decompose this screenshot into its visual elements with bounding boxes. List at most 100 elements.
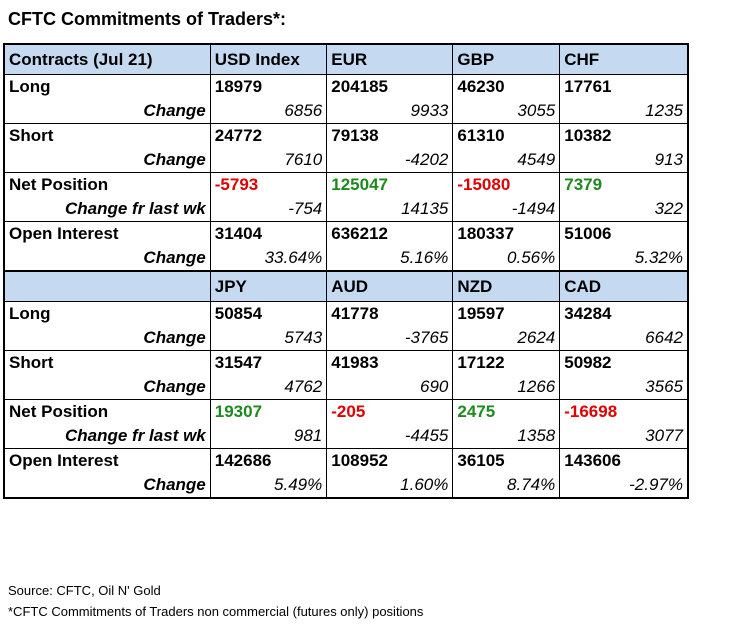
table-cell: 204185 xyxy=(326,74,454,99)
row-label: Net Position xyxy=(3,399,211,424)
cot-table: Contracts (Jul 21) USD Index EUR GBP CHF… xyxy=(3,43,689,499)
table-cell: 6856 xyxy=(209,99,328,124)
net-position-value: 7379 xyxy=(559,172,689,197)
table-cell: 108952 xyxy=(326,448,454,473)
net-position-value: 2475 xyxy=(452,399,561,424)
header-cell: CHF xyxy=(559,43,689,75)
net-position-value: -15080 xyxy=(452,172,561,197)
table-cell: 3565 xyxy=(559,375,689,400)
header-cell: AUD xyxy=(326,270,454,302)
header-cell: EUR xyxy=(326,43,454,75)
table-header-row: Contracts (Jul 21) USD Index EUR GBP CHF xyxy=(3,43,689,75)
table-cell: 1266 xyxy=(452,375,561,400)
table-cell: 8.74% xyxy=(452,473,561,498)
row-label: Change xyxy=(3,99,211,124)
table-cell: 1358 xyxy=(452,424,561,449)
table-row: Change fr last wk 981 -4455 1358 3077 xyxy=(3,424,689,449)
table-row: Long 18979 204185 46230 17761 xyxy=(3,74,689,99)
table-cell: 9933 xyxy=(326,99,454,124)
table-cell: 0.56% xyxy=(452,246,561,271)
row-label: Change xyxy=(3,326,211,351)
header-cell: GBP xyxy=(452,43,561,75)
table-row: Long 50854 41778 19597 34284 xyxy=(3,301,689,326)
net-position-value: 125047 xyxy=(326,172,454,197)
header-cell: JPY xyxy=(209,270,328,302)
table-cell: 690 xyxy=(326,375,454,400)
table-cell: 24772 xyxy=(209,123,328,148)
row-label: Open Interest xyxy=(3,448,211,473)
row-label: Change xyxy=(3,246,211,271)
net-position-value: -16698 xyxy=(559,399,689,424)
table-cell: 17122 xyxy=(452,350,561,375)
table-row: Short 31547 41983 17122 50982 xyxy=(3,350,689,375)
table-cell: 3055 xyxy=(452,99,561,124)
row-label: Change xyxy=(3,473,211,498)
table-cell: 50854 xyxy=(209,301,328,326)
table-cell: 1235 xyxy=(559,99,689,124)
table-cell: 1.60% xyxy=(326,473,454,498)
table-cell: 142686 xyxy=(209,448,328,473)
table-row: Change fr last wk -754 14135 -1494 322 xyxy=(3,197,689,222)
header-cell: CAD xyxy=(559,270,689,302)
table-cell: 61310 xyxy=(452,123,561,148)
table-cell: 5.32% xyxy=(559,246,689,271)
table-cell: -3765 xyxy=(326,326,454,351)
row-label: Long xyxy=(3,74,211,99)
net-position-value: -5793 xyxy=(209,172,328,197)
table-cell: 31404 xyxy=(209,221,328,246)
row-label: Change fr last wk xyxy=(3,197,211,222)
header-cell: Contracts (Jul 21) xyxy=(3,43,211,75)
table-cell: 31547 xyxy=(209,350,328,375)
table-cell: 41778 xyxy=(326,301,454,326)
row-label: Long xyxy=(3,301,211,326)
header-cell xyxy=(3,270,211,302)
row-label: Change fr last wk xyxy=(3,424,211,449)
table-cell: 322 xyxy=(559,197,689,222)
table-row: Change 5.49% 1.60% 8.74% -2.97% xyxy=(3,473,689,498)
table-row: Change 33.64% 5.16% 0.56% 5.32% xyxy=(3,246,689,271)
table-cell: 10382 xyxy=(559,123,689,148)
table-cell: 41983 xyxy=(326,350,454,375)
row-label: Change xyxy=(3,148,211,173)
page-title: CFTC Commitments of Traders*: xyxy=(8,9,287,29)
row-label: Net Position xyxy=(3,172,211,197)
table-cell: 7610 xyxy=(209,148,328,173)
table-cell: 46230 xyxy=(452,74,561,99)
table-cell: 636212 xyxy=(326,221,454,246)
table-cell: -4455 xyxy=(326,424,454,449)
table-cell: 18979 xyxy=(209,74,328,99)
table-row: Change 6856 9933 3055 1235 xyxy=(3,99,689,124)
table-cell: 5.16% xyxy=(326,246,454,271)
table-cell: 5.49% xyxy=(209,473,328,498)
source-note: Source: CFTC, Oil N' Gold xyxy=(8,583,161,598)
table-cell: -4202 xyxy=(326,148,454,173)
header-cell: USD Index xyxy=(209,43,328,75)
row-label: Change xyxy=(3,375,211,400)
table-row: Short 24772 79138 61310 10382 xyxy=(3,123,689,148)
table-header-row: JPY AUD NZD CAD xyxy=(3,270,689,302)
table-row: Change 4762 690 1266 3565 xyxy=(3,375,689,400)
net-position-value: -205 xyxy=(326,399,454,424)
table-cell: 913 xyxy=(559,148,689,173)
footnote: *CFTC Commitments of Traders non commerc… xyxy=(8,604,424,619)
table-cell: 981 xyxy=(209,424,328,449)
table-row: Change 5743 -3765 2624 6642 xyxy=(3,326,689,351)
table-cell: -1494 xyxy=(452,197,561,222)
row-label: Short xyxy=(3,350,211,375)
table-cell: 5743 xyxy=(209,326,328,351)
table-cell: 50982 xyxy=(559,350,689,375)
table-row: Net Position 19307 -205 2475 -16698 xyxy=(3,399,689,424)
row-label: Short xyxy=(3,123,211,148)
row-label: Open Interest xyxy=(3,221,211,246)
table-cell: 17761 xyxy=(559,74,689,99)
table-cell: 19597 xyxy=(452,301,561,326)
table-row: Change 7610 -4202 4549 913 xyxy=(3,148,689,173)
table-cell: -2.97% xyxy=(559,473,689,498)
table-cell: 36105 xyxy=(452,448,561,473)
table-cell: 34284 xyxy=(559,301,689,326)
table-cell: 6642 xyxy=(559,326,689,351)
table-cell: 51006 xyxy=(559,221,689,246)
table-row: Net Position -5793 125047 -15080 7379 xyxy=(3,172,689,197)
table-cell: 33.64% xyxy=(209,246,328,271)
table-cell: 4549 xyxy=(452,148,561,173)
